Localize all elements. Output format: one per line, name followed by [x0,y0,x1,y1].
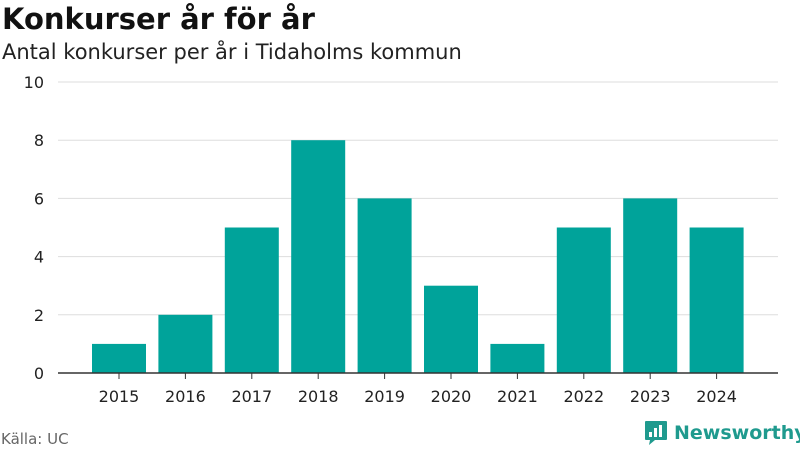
bar [291,140,346,373]
y-tick-label: 2 [34,306,44,325]
x-tick-label: 2024 [696,387,737,406]
brand-logo: Newsworthy [644,420,800,446]
bar [490,343,545,373]
source-note: Källa: UC [1,430,69,448]
bar [357,198,412,373]
x-tick-label: 2015 [99,387,140,406]
axes: 0 2 4 6 8 10 2015 2016 2017 2018 2019 2020 2021 2022 2… [24,73,778,406]
x-tick-label: 2018 [298,387,339,406]
brand-name: Newsworthy [674,422,800,444]
x-tick-label: 2023 [630,387,671,406]
x-tick-label: 2020 [431,387,472,406]
bar [92,343,146,373]
bar [556,227,611,373]
bars [92,140,744,373]
newsworthy-logo-icon [645,421,667,445]
bar [224,227,279,373]
y-tick-label: 4 [34,248,44,267]
y-tick-label: 10 [24,73,44,92]
y-tick-label: 6 [34,189,44,208]
bar [689,227,744,373]
bar [424,285,478,373]
x-tick-label: 2017 [231,387,272,406]
y-tick-label: 8 [34,131,44,150]
chart-subtitle: Antal konkurser per år i Tidaholms kommu… [2,40,462,64]
x-tick-label: 2016 [165,387,206,406]
bar [158,314,213,373]
bar [623,198,678,373]
chart-title: Konkurser år för år [2,2,315,36]
x-tick-label: 2019 [364,387,405,406]
x-tick-label: 2022 [563,387,604,406]
y-tick-label: 0 [34,364,44,383]
x-tick-label: 2021 [497,387,538,406]
